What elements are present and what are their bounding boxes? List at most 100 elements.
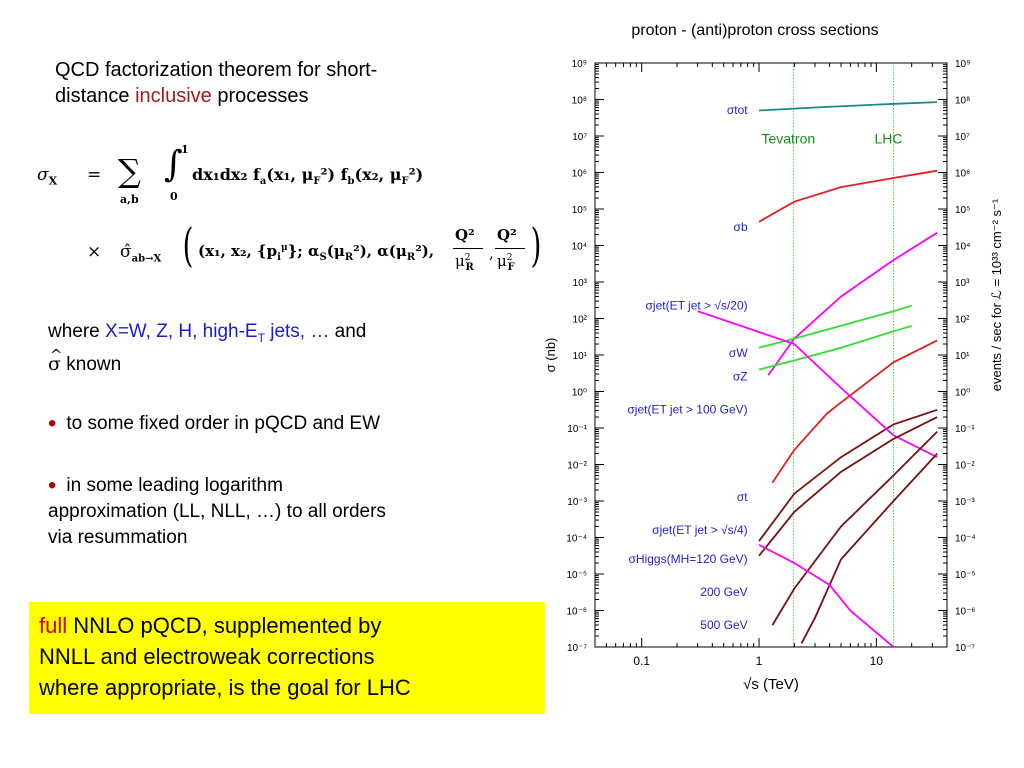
series-label-10: 500 GeV xyxy=(700,618,747,632)
formula-integral: ∫ xyxy=(164,144,183,185)
y-tick-label-right: 10³ xyxy=(955,278,970,289)
formula-comma: , xyxy=(489,244,494,262)
formula-frac2-num: Q² xyxy=(497,226,517,244)
series-label-2: σjet(ET jet > √s/20) xyxy=(646,298,748,312)
formula-frac2-den: μ2F xyxy=(497,252,515,273)
y-tick-label-left: 10¹ xyxy=(573,351,588,362)
series-line-0 xyxy=(758,101,938,112)
bullet-icon: • xyxy=(48,472,57,499)
formula-int-upper: 1 xyxy=(181,143,189,156)
series-label-7: σjet(ET jet > √s/4) xyxy=(652,523,747,537)
y-tick-label-left: 10⁴ xyxy=(572,242,587,253)
series-line-3 xyxy=(758,304,912,349)
y-tick-label-right: 10⁻¹ xyxy=(955,424,975,435)
y-tick-label-right: 10⁻⁴ xyxy=(955,534,976,545)
formula-frac1-num: Q² xyxy=(455,226,475,244)
y-tick-label-right: 10² xyxy=(955,315,970,326)
vertical-reference-lines: Tevatron LHC xyxy=(761,63,903,647)
formula-line2-body: (x₁, x₂, {piμ}; αS(μR²), α(μR²), xyxy=(198,242,435,263)
series-labels: σtot σb σjet(ET jet > √s/20) σW σZ σjet(ET je… xyxy=(627,103,748,632)
conclusion-full: full xyxy=(39,613,68,638)
series-line-9 xyxy=(771,430,938,626)
y-tick-label-left: 10⁻³ xyxy=(567,497,587,508)
x-tick-label: 10 xyxy=(870,654,884,668)
y-tick-label-left: 10⁹ xyxy=(572,59,587,70)
series-lines xyxy=(697,101,938,648)
series-line-11 xyxy=(758,544,895,648)
series-label-5: σjet(ET jet > 100 GeV) xyxy=(627,402,747,416)
where-processes: X=W, Z, H, high-ET jets, … xyxy=(105,321,330,345)
formula-line1-rhs: dx₁dx₂ fa(x₁, μF²) fb(x₂, μF²) xyxy=(192,165,424,188)
cross-section-chart: proton - (anti)proton cross sections Tev… xyxy=(545,22,1004,693)
y-tick-label-left: 10⁻² xyxy=(567,461,587,472)
formula-frac1-den: μ2R xyxy=(455,252,474,273)
heading-inclusive: inclusive xyxy=(135,85,212,107)
conclusion-box: full NNLO pQCD, supplemented by NNLL and… xyxy=(29,602,545,714)
series-line-5 xyxy=(771,339,938,484)
slide-heading: QCD factorization theorem for short- dis… xyxy=(55,57,485,109)
series-label-6: σt xyxy=(737,490,748,504)
y-tick-label-left: 10⁻⁵ xyxy=(566,570,587,581)
series-label-9: 200 GeV xyxy=(700,585,747,599)
factorization-formula: σX = ∑ a,b ∫ 1 0 dx₁dx₂ fa(x₁, μF²) fb(x… xyxy=(32,140,552,290)
formula-lparen: ( xyxy=(182,218,194,272)
formula-frac1-bar xyxy=(453,248,483,249)
y-tick-label-right: 10⁸ xyxy=(955,96,970,107)
formula-equals: = xyxy=(87,165,102,185)
series-label-3: σW xyxy=(729,346,748,360)
y-tick-label-left: 10⁻¹ xyxy=(567,424,587,435)
y-tick-label-right: 10⁵ xyxy=(955,205,970,216)
conclusion-line1: NNLO pQCD, supplemented by xyxy=(67,613,382,638)
y-tick-label-left: 10⁸ xyxy=(572,96,587,107)
bullet-item-1: • to some fixed order in pQCD and EW xyxy=(48,411,518,437)
series-line-4 xyxy=(758,324,912,371)
heading-line2-a: distance xyxy=(55,85,136,107)
y-tick-label-right: 10⁴ xyxy=(955,242,970,253)
series-line-7 xyxy=(697,310,938,459)
y-tick-label-right: 10⁻⁶ xyxy=(955,607,976,618)
formula-rparen: ) xyxy=(530,218,542,272)
y-tick-label-left: 10⁵ xyxy=(572,205,587,216)
formula-int-lower: 0 xyxy=(170,190,178,203)
y-tick-label-right: 10⁻⁵ xyxy=(955,570,976,581)
formula-hat-sigma: σ̂ab→X xyxy=(120,242,162,265)
axis-ticks: 10⁻⁷ 10⁻⁷ 10⁻⁶ 10⁻⁶ 10⁻⁵ 10⁻⁵ 10⁻⁴ 10⁻⁴ 10⁻³ 10⁻³… xyxy=(566,59,975,668)
y-axis-right-label: events / sec for ℒ = 10³³ cm⁻² s⁻¹ xyxy=(989,198,1004,391)
y-tick-label-left: 10⁷ xyxy=(572,132,587,143)
series-label-8: σHiggs(MH=120 GeV) xyxy=(629,552,748,566)
x-tick-label: 1 xyxy=(756,654,763,668)
y-axis-label: σ (nb) xyxy=(545,338,558,373)
y-tick-label-right: 10¹ xyxy=(955,351,970,362)
formula-times: × xyxy=(87,242,102,262)
y-tick-label-right: 10⁶ xyxy=(955,169,970,180)
x-axis-label: √s (TeV) xyxy=(743,676,799,693)
y-tick-label-left: 10⁻⁷ xyxy=(567,643,587,654)
x-tick-label: 0.1 xyxy=(633,654,650,668)
formula-sum: ∑ xyxy=(118,152,141,190)
where-and: and xyxy=(329,321,367,342)
y-tick-label-right: 10⁰ xyxy=(955,388,970,399)
formula-frac2-bar xyxy=(495,248,525,249)
series-line-1 xyxy=(758,169,938,223)
y-tick-label-left: 10⁻⁶ xyxy=(566,607,587,618)
y-tick-label-right: 10⁻³ xyxy=(955,497,975,508)
series-line-6 xyxy=(758,408,938,542)
formula-sum-sub: a,b xyxy=(120,193,139,206)
where-paragraph: where X=W, Z, H, high-ET jets, … and ^ σ … xyxy=(48,319,518,378)
conclusion-line2: NNLL and electroweak corrections xyxy=(39,644,375,669)
vline-label-lhc: LHC xyxy=(874,130,902,146)
bullet-item-2: • in some leading logarithm approximation… xyxy=(48,473,518,551)
y-tick-label-left: 10⁶ xyxy=(572,169,587,180)
y-tick-label-right: 10⁷ xyxy=(955,132,970,143)
vline-label-tevatron: Tevatron xyxy=(761,130,815,146)
heading-line1: QCD factorization theorem for short- xyxy=(55,59,378,81)
formula-sigma-x: σX xyxy=(37,165,58,188)
series-label-4: σZ xyxy=(733,370,748,384)
y-tick-label-left: 10³ xyxy=(573,278,588,289)
y-tick-label-right: 10⁻² xyxy=(955,461,975,472)
series-line-8 xyxy=(758,416,938,557)
series-label-0: σtot xyxy=(727,103,748,117)
series-line-10 xyxy=(800,452,938,644)
series-line-2 xyxy=(767,231,938,376)
where-text: where xyxy=(48,321,106,342)
